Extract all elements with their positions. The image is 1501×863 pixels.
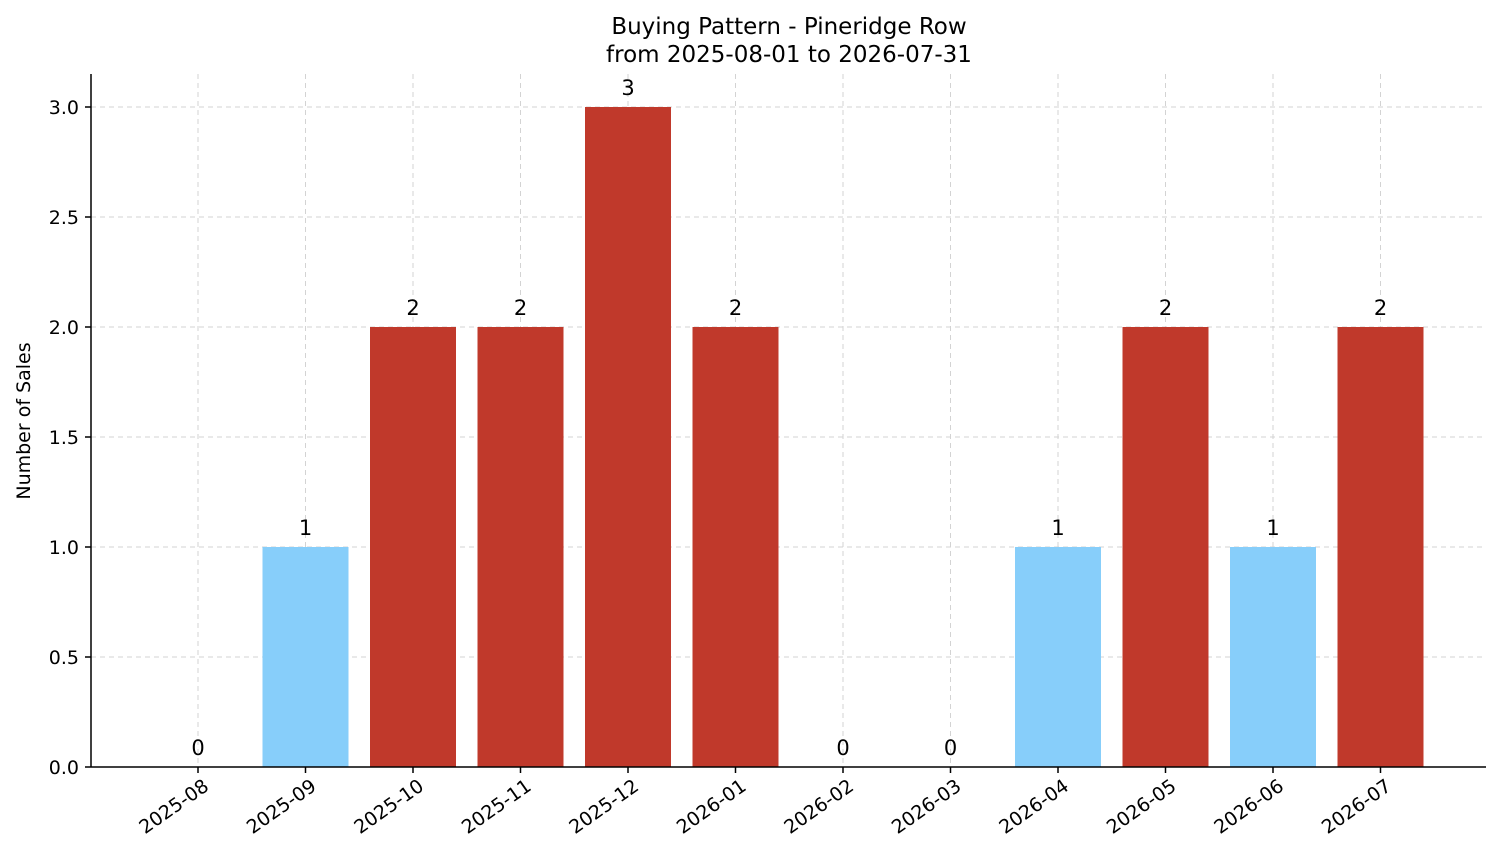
x-tick-label: 2025-09	[243, 775, 321, 839]
bars	[262, 107, 1424, 767]
y-axis-label: Number of Sales	[13, 342, 35, 499]
bar	[370, 327, 456, 767]
bar	[1230, 547, 1316, 767]
y-tick-label: 1.0	[49, 537, 79, 559]
bar-value-label: 2	[1159, 296, 1172, 320]
x-tick-label: 2026-06	[1210, 775, 1288, 839]
bar-value-label: 0	[944, 736, 957, 760]
bar	[585, 107, 671, 767]
bar	[262, 547, 349, 767]
chart-subtitle: from 2025-08-01 to 2026-07-31	[606, 42, 972, 68]
x-tick-label: 2025-12	[565, 775, 643, 839]
bar-value-label: 1	[299, 516, 312, 540]
x-tick-label: 2026-03	[888, 775, 966, 839]
bar-value-label: 1	[1266, 516, 1279, 540]
x-tick-label: 2026-04	[995, 775, 1073, 839]
y-tick-label: 2.5	[49, 207, 79, 229]
y-tick-label: 0.5	[49, 647, 79, 669]
x-tick-label: 2026-05	[1103, 775, 1181, 839]
x-tick-label: 2025-10	[350, 775, 428, 839]
x-tick-label: 2025-11	[458, 775, 536, 839]
y-tick-label: 2.0	[49, 317, 79, 339]
bar-value-label: 2	[729, 296, 742, 320]
y-tick-label: 1.5	[49, 427, 79, 449]
bar-value-label: 3	[621, 76, 634, 100]
bar-value-label: 0	[191, 736, 204, 760]
bar	[1015, 547, 1101, 767]
chart-title: Buying Pattern - Pineridge Row	[611, 14, 966, 40]
bar-value-label: 1	[1051, 516, 1064, 540]
bar	[1122, 327, 1209, 767]
y-tick-label: 0.0	[49, 757, 79, 779]
bar-value-label: 0	[836, 736, 849, 760]
bar	[477, 327, 564, 767]
bar-value-label: 2	[514, 296, 527, 320]
data-labels: 0 1 2 2 3 2 0 0 1 2 1 2	[191, 76, 1387, 760]
bar	[1337, 327, 1424, 767]
bar-value-label: 2	[406, 296, 419, 320]
x-tick-label: 2026-07	[1318, 775, 1396, 839]
bar-value-label: 2	[1374, 296, 1387, 320]
bar	[692, 327, 779, 767]
y-tick-label: 3.0	[49, 97, 79, 119]
x-tick-label: 2026-01	[673, 775, 751, 839]
x-tick-label: 2025-08	[135, 775, 213, 839]
x-tick-label: 2026-02	[780, 775, 858, 839]
